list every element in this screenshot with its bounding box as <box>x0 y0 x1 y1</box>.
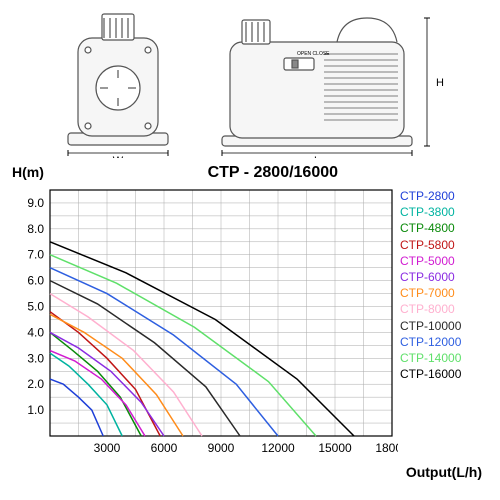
legend-item: CTP-3800 <box>400 204 461 220</box>
svg-text:3000: 3000 <box>94 441 121 455</box>
svg-text:7.0: 7.0 <box>27 248 44 262</box>
chart-title: CTP - 2800/16000 <box>173 162 373 184</box>
legend-item: CTP-16000 <box>400 366 461 382</box>
svg-text:9.0: 9.0 <box>27 196 44 210</box>
legend-item: CTP-10000 <box>400 318 461 334</box>
open-close-label: OPEN CLOSE <box>297 51 330 57</box>
svg-text:4.0: 4.0 <box>27 325 44 339</box>
legend-item: CTP-2800 <box>400 188 461 204</box>
legend: CTP-2800CTP-3800CTP-4800CTP-5800CTP-5000… <box>398 184 463 464</box>
legend-item: CTP-5000 <box>400 253 461 269</box>
svg-text:5.0: 5.0 <box>27 300 44 314</box>
svg-text:2.0: 2.0 <box>27 377 44 391</box>
chart-container: 3000 6000 9000 12000 15000 18000 1.0 2.0 3.0 4.0 5… <box>8 184 492 464</box>
drawing-front: W <box>38 8 198 158</box>
svg-text:8.0: 8.0 <box>27 222 44 236</box>
x-axis-label: Output(L/h) <box>8 464 492 480</box>
legend-item: CTP-8000 <box>400 301 461 317</box>
performance-chart: 3000 6000 9000 12000 15000 18000 1.0 2.0 3.0 4.0 5… <box>8 184 398 464</box>
dim-w: W <box>113 155 124 158</box>
drawing-side: OPEN CLOSE L H <box>202 8 462 158</box>
technical-drawings: W OPEN CLOSE L H <box>8 8 492 158</box>
svg-text:15000: 15000 <box>318 441 352 455</box>
legend-item: CTP-12000 <box>400 334 461 350</box>
svg-text:9000: 9000 <box>208 441 235 455</box>
legend-item: CTP-4800 <box>400 220 461 236</box>
y-axis-label: H(m) <box>12 164 44 180</box>
dim-h: H <box>436 77 444 89</box>
legend-item: CTP-6000 <box>400 269 461 285</box>
svg-text:1.0: 1.0 <box>27 403 44 417</box>
svg-text:6.0: 6.0 <box>27 274 44 288</box>
svg-text:12000: 12000 <box>261 441 295 455</box>
legend-item: CTP-14000 <box>400 350 461 366</box>
legend-item: CTP-5800 <box>400 237 461 253</box>
svg-text:18000: 18000 <box>375 441 398 455</box>
legend-item: CTP-7000 <box>400 285 461 301</box>
dim-l: L <box>314 155 320 158</box>
svg-text:6000: 6000 <box>151 441 178 455</box>
svg-text:3.0: 3.0 <box>27 351 44 365</box>
